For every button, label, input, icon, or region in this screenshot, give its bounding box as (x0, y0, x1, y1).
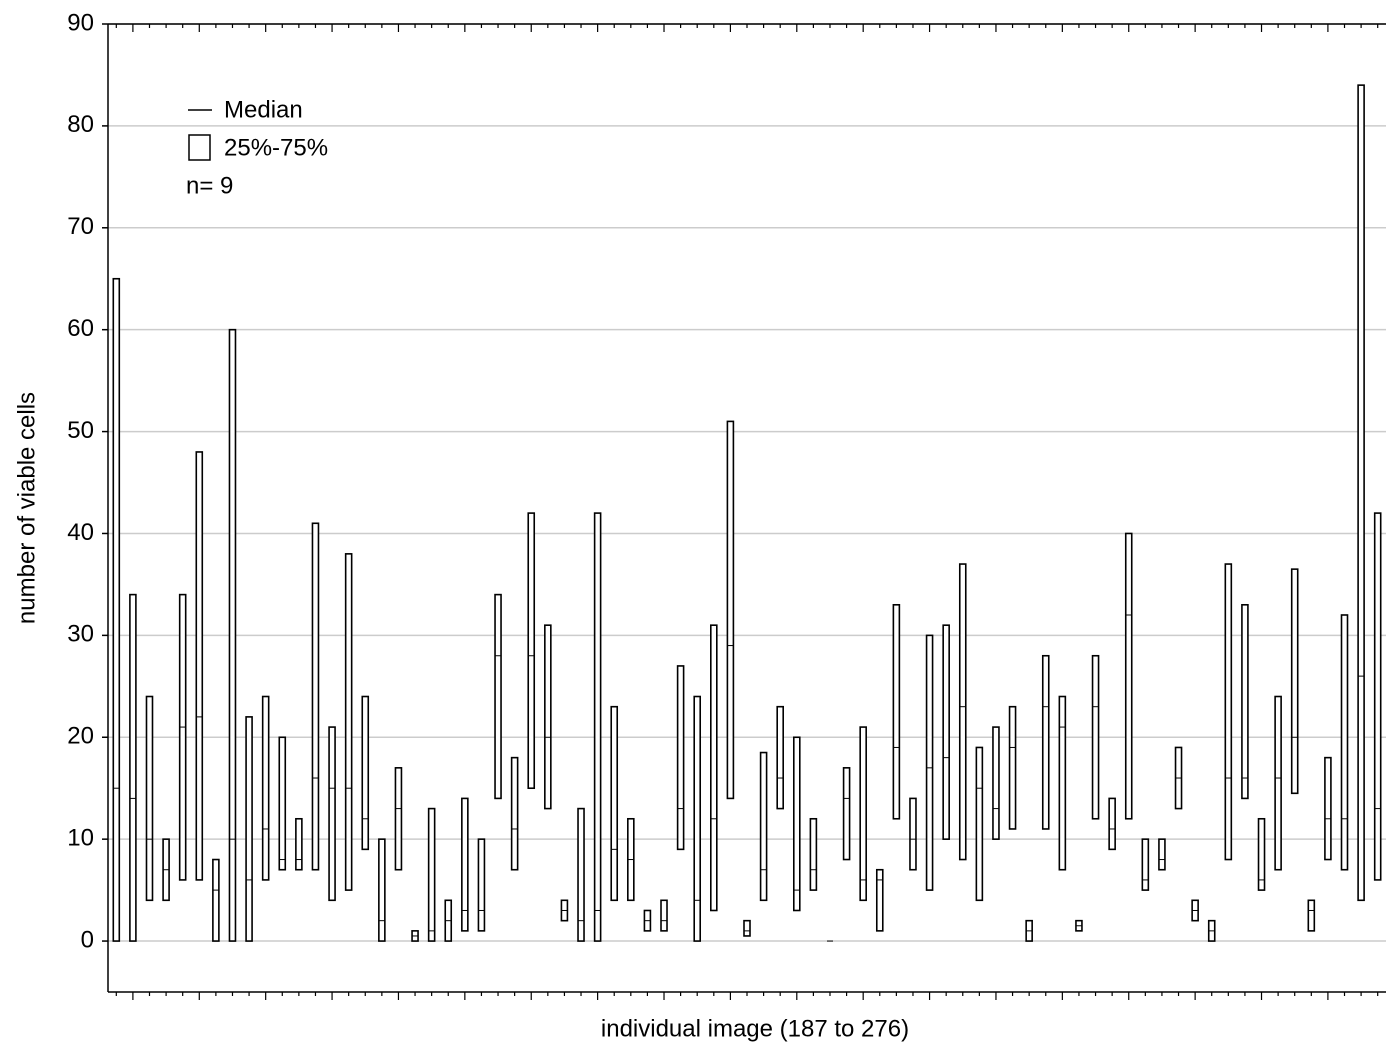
box (1124, 532, 1133, 820)
box (427, 807, 436, 942)
legend-median: Median (224, 96, 303, 123)
box (394, 767, 403, 871)
box (1257, 817, 1266, 891)
box (378, 838, 386, 942)
box (577, 807, 585, 942)
box (660, 899, 668, 932)
box (129, 593, 137, 942)
box (693, 695, 702, 942)
box (1091, 654, 1100, 820)
box (344, 553, 353, 891)
legend-box: 25%-75% (224, 134, 328, 161)
y-tick-label: 10 (67, 825, 94, 852)
box (510, 756, 519, 871)
box (1041, 654, 1050, 830)
box (776, 705, 784, 810)
y-tick-label: 50 (67, 417, 94, 444)
box (212, 858, 220, 942)
box (328, 726, 336, 902)
box (1340, 614, 1349, 871)
box (726, 420, 735, 800)
y-tick-label: 40 (67, 519, 94, 546)
box (1307, 899, 1316, 932)
box (875, 868, 884, 932)
box (112, 277, 121, 942)
box (195, 451, 204, 881)
y-tick-label: 80 (67, 111, 94, 138)
box (1224, 563, 1233, 861)
y-axis-label: number of viable cells (13, 392, 40, 624)
box (544, 624, 552, 810)
y-tick-label: 30 (67, 621, 94, 648)
box (477, 838, 486, 932)
x-axis-label: individual image (187 to 276) (601, 1015, 909, 1042)
box (925, 634, 934, 891)
legend-n: n= 9 (186, 172, 233, 199)
box (1324, 756, 1332, 861)
box (1141, 838, 1150, 891)
box (1241, 603, 1249, 800)
box (527, 512, 536, 790)
box (992, 726, 1000, 840)
y-tick-label: 60 (67, 315, 94, 342)
box (461, 797, 469, 932)
box (1058, 695, 1067, 871)
box (361, 695, 370, 851)
box (859, 726, 867, 902)
box (261, 695, 270, 881)
y-tick-label: 70 (67, 213, 94, 240)
y-tick-label: 20 (67, 723, 94, 750)
box (1290, 568, 1299, 795)
box (792, 736, 801, 912)
box (311, 522, 320, 871)
box (958, 563, 967, 861)
box (593, 512, 602, 942)
box (975, 746, 984, 902)
box (743, 919, 751, 937)
y-tick-label: 0 (81, 926, 94, 953)
box (278, 736, 287, 871)
box (178, 593, 187, 881)
box (295, 817, 303, 871)
box (610, 705, 619, 902)
box (942, 624, 950, 840)
box (1008, 705, 1017, 830)
box (759, 751, 768, 902)
box (1373, 512, 1382, 881)
box (245, 716, 253, 942)
box (1108, 797, 1116, 851)
legend-box-icon (188, 134, 211, 161)
box (228, 328, 237, 942)
box (909, 797, 917, 871)
box (1357, 84, 1365, 902)
box (494, 593, 502, 800)
y-tick-label: 90 (67, 9, 94, 36)
box (842, 767, 851, 861)
box (676, 665, 685, 851)
box (809, 817, 818, 891)
box (145, 695, 154, 902)
box (892, 603, 901, 820)
box (710, 624, 718, 912)
box (1274, 695, 1282, 871)
box (1158, 838, 1166, 871)
